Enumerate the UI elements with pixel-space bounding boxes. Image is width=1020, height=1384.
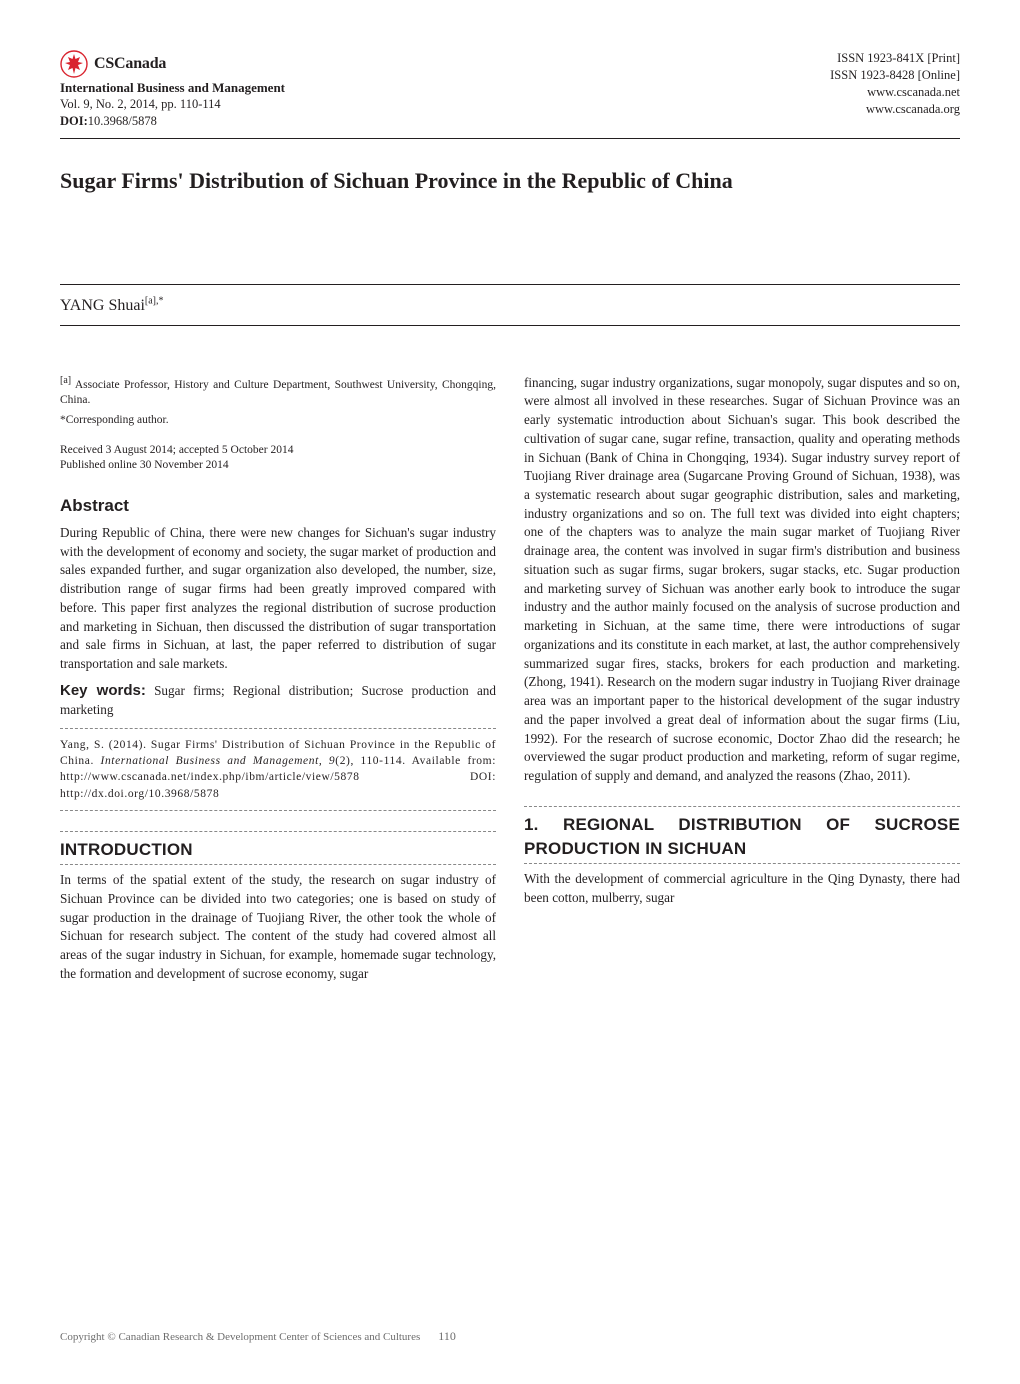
citation-bottom-rule — [60, 810, 496, 811]
abstract-body: During Republic of China, there were new… — [60, 524, 496, 674]
footer-copyright: Copyright © Canadian Research & Developm… — [60, 1331, 420, 1343]
citation-block: Yang, S. (2014). Sugar Firms' Distributi… — [60, 737, 496, 802]
introduction-heading: INTRODUCTION — [60, 838, 496, 862]
affil-text: Associate Professor, History and Culture… — [60, 378, 496, 406]
section1-underline — [524, 863, 960, 864]
affiliation: [a] Associate Professor, History and Cul… — [60, 374, 496, 409]
dates-block: Received 3 August 2014; accepted 5 Octob… — [60, 443, 496, 474]
journal-name: International Business and Management — [60, 80, 285, 96]
abstract-heading: Abstract — [60, 494, 496, 518]
introduction-body: In terms of the spatial extent of the st… — [60, 871, 496, 983]
intro-continuation: financing, sugar industry organizations,… — [524, 374, 960, 786]
journal-doi: DOI:10.3968/5878 — [60, 113, 285, 130]
author-name-text: YANG Shuai — [60, 297, 145, 314]
keywords-label: Key words: — [60, 682, 146, 699]
section1-heading: 1. REGIONAL DISTRIBUTION OF SUCROSE PROD… — [524, 813, 960, 861]
corresponding-author: *Corresponding author. — [60, 412, 496, 428]
author-superscript: [a],* — [145, 295, 164, 306]
header-right: ISSN 1923-841X [Print] ISSN 1923-8428 [O… — [830, 50, 960, 118]
journal-volume: Vol. 9, No. 2, 2014, pp. 110-114 — [60, 96, 285, 113]
header: CSCanada International Business and Mana… — [60, 50, 960, 130]
issn-print: ISSN 1923-841X [Print] — [830, 50, 960, 67]
author-block: YANG Shuai[a],* — [60, 284, 960, 325]
left-column: [a] Associate Professor, History and Cul… — [60, 374, 496, 984]
author-name: YANG Shuai[a],* — [60, 297, 164, 314]
page-number: 110 — [438, 1329, 456, 1344]
maple-leaf-icon — [60, 50, 88, 78]
keywords-line: Key words: Sugar firms; Regional distrib… — [60, 680, 496, 720]
date-received: Received 3 August 2014; accepted 5 Octob… — [60, 443, 496, 459]
affil-superscript: [a] — [60, 375, 71, 386]
logo-text: CSCanada — [94, 55, 166, 73]
footer: Copyright © Canadian Research & Developm… — [60, 1329, 960, 1344]
issn-online: ISSN 1923-8428 [Online] — [830, 67, 960, 84]
citation-top-rule — [60, 728, 496, 729]
date-published: Published online 30 November 2014 — [60, 458, 496, 474]
intro-underline — [60, 864, 496, 865]
intro-top-rule — [60, 831, 496, 832]
body-columns: [a] Associate Professor, History and Cul… — [60, 374, 960, 984]
citation-italic: International Business and Management, 9 — [101, 755, 336, 767]
logo-block: CSCanada — [60, 50, 285, 78]
header-left: CSCanada International Business and Mana… — [60, 50, 285, 130]
section1-top-rule — [524, 806, 960, 807]
site-1: www.cscanada.net — [830, 84, 960, 101]
header-rule — [60, 138, 960, 139]
site-2: www.cscanada.org — [830, 101, 960, 118]
journal-block: International Business and Management Vo… — [60, 80, 285, 130]
section1-body: With the development of commercial agric… — [524, 870, 960, 907]
right-column: financing, sugar industry organizations,… — [524, 374, 960, 984]
article-title: Sugar Firms' Distribution of Sichuan Pro… — [60, 167, 960, 195]
